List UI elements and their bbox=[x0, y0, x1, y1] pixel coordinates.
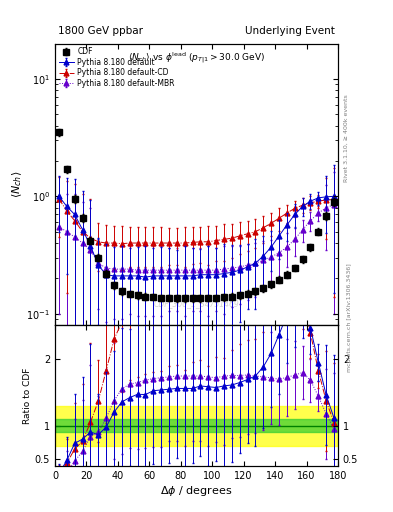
Legend: CDF, Pythia 8.180 default, Pythia 8.180 default-CD, Pythia 8.180 default-MBR: CDF, Pythia 8.180 default, Pythia 8.180 … bbox=[57, 46, 176, 90]
Text: 1800 GeV ppbar: 1800 GeV ppbar bbox=[58, 27, 143, 36]
X-axis label: $\Delta\phi$ / degrees: $\Delta\phi$ / degrees bbox=[160, 483, 233, 498]
Text: mcplots.cern.ch [arXiv:1306.3436]: mcplots.cern.ch [arXiv:1306.3436] bbox=[347, 263, 352, 372]
Text: Rivet 3.1.10, ≥ 400k events: Rivet 3.1.10, ≥ 400k events bbox=[344, 94, 349, 182]
Text: Underlying Event: Underlying Event bbox=[245, 27, 335, 36]
Text: CDF_300_1_S4751469: CDF_300_1_S4751469 bbox=[154, 299, 239, 308]
Y-axis label: Ratio to CDF: Ratio to CDF bbox=[23, 367, 32, 424]
Y-axis label: $\langle N_{ch} \rangle$: $\langle N_{ch} \rangle$ bbox=[10, 170, 24, 198]
Text: $\langle N_{ch}\rangle$ vs $\phi^{\rm lead}$ $(p_{T|1} > 30.0\ \rm GeV)$: $\langle N_{ch}\rangle$ vs $\phi^{\rm le… bbox=[128, 51, 265, 66]
